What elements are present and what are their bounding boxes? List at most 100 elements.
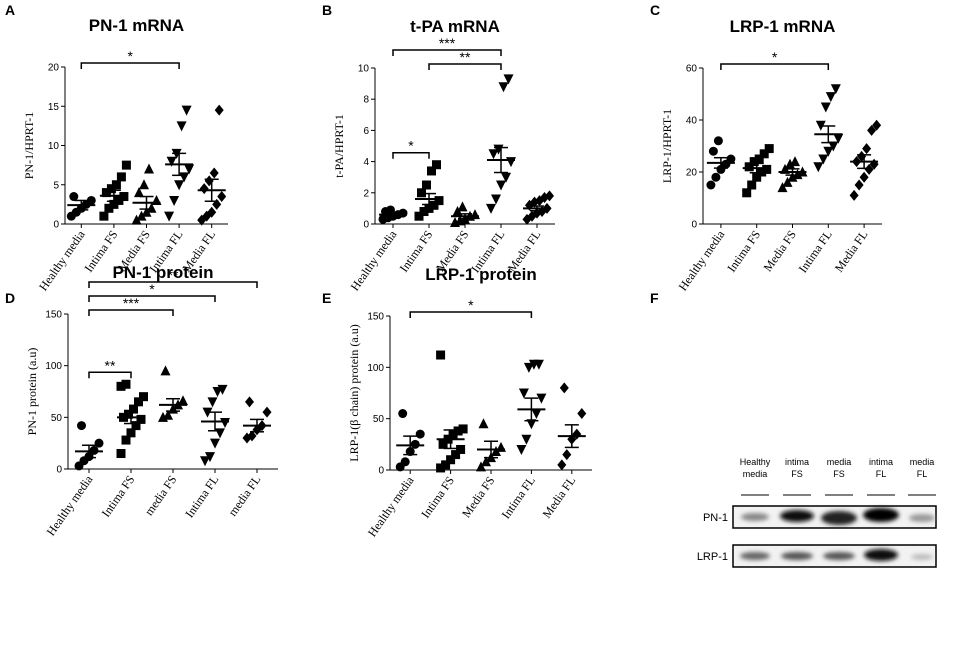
y-tick-label: 60 xyxy=(686,64,698,75)
blot-column-label: media xyxy=(910,457,935,467)
point xyxy=(114,195,124,205)
point xyxy=(178,395,188,406)
point xyxy=(210,438,220,449)
point xyxy=(146,202,157,213)
y-tick-label: 2 xyxy=(363,188,369,199)
significance-bracket xyxy=(392,49,502,56)
y-tick-label: 150 xyxy=(367,312,384,323)
point xyxy=(478,418,489,429)
significance-bracket xyxy=(392,151,430,159)
point xyxy=(160,365,171,376)
point xyxy=(754,154,764,164)
point xyxy=(429,200,439,210)
point xyxy=(536,393,547,404)
y-tick-label: 10 xyxy=(358,64,370,75)
point xyxy=(726,154,736,164)
significance-label: ** xyxy=(105,357,116,373)
point xyxy=(557,459,567,471)
point xyxy=(427,166,436,176)
panel-letter: B xyxy=(322,2,332,18)
y-tick-label: 0 xyxy=(363,220,369,231)
panel-letter: F xyxy=(650,290,659,306)
point xyxy=(111,180,121,190)
point xyxy=(163,409,173,420)
point xyxy=(126,428,136,438)
point xyxy=(446,455,456,465)
point xyxy=(131,421,141,431)
point xyxy=(415,429,425,439)
point xyxy=(419,207,429,217)
significance-label: * xyxy=(772,49,778,65)
y-tick-label: 10 xyxy=(48,141,60,152)
blot-column-label: intima xyxy=(785,457,809,467)
y-tick-label: 0 xyxy=(53,220,59,231)
chart-title: PN-1 protein xyxy=(112,263,213,282)
panel-letter: D xyxy=(5,290,15,306)
panel-letter: A xyxy=(5,2,15,18)
point xyxy=(217,191,227,203)
point xyxy=(124,409,133,419)
point xyxy=(116,172,126,182)
point xyxy=(104,203,114,213)
blot-column-label: intima xyxy=(869,457,893,467)
point xyxy=(144,163,154,174)
y-tick-label: 100 xyxy=(45,361,62,372)
point xyxy=(432,160,441,170)
significance-bracket xyxy=(88,371,132,379)
point xyxy=(141,206,152,217)
significance-bracket xyxy=(88,281,258,288)
point xyxy=(533,359,544,370)
significance-bracket xyxy=(409,311,533,318)
y-axis-label: LRP-1/HPRT-1 xyxy=(660,109,674,183)
point xyxy=(759,149,769,159)
point xyxy=(398,409,408,419)
point xyxy=(181,105,192,116)
blot-column-label: media xyxy=(743,469,768,479)
point xyxy=(486,203,496,214)
point xyxy=(174,180,185,191)
point xyxy=(577,408,587,420)
panel-letter: E xyxy=(322,290,331,306)
y-axis-label: PN-1/HPRT-1 xyxy=(22,112,36,180)
point xyxy=(854,179,864,191)
point xyxy=(166,156,177,167)
significance-bracket xyxy=(88,295,216,302)
y-tick-label: 0 xyxy=(691,220,697,231)
y-axis-label: t-PA/HPRT-1 xyxy=(332,114,346,178)
point xyxy=(69,192,79,202)
chart-title: LRP-1 protein xyxy=(425,265,536,284)
y-tick-label: 4 xyxy=(363,157,369,168)
point xyxy=(424,203,434,213)
point xyxy=(496,180,506,191)
point xyxy=(245,396,254,408)
point xyxy=(176,121,187,132)
point xyxy=(451,450,461,460)
point xyxy=(386,205,395,215)
point xyxy=(757,167,767,177)
point xyxy=(139,392,148,402)
point xyxy=(491,446,501,457)
significance-label: ** xyxy=(460,49,471,65)
blot-column-label: FS xyxy=(791,469,803,479)
point xyxy=(414,211,424,221)
point xyxy=(744,162,754,172)
point xyxy=(864,163,874,175)
point xyxy=(453,426,463,436)
chart-title: PN-1 mRNA xyxy=(89,16,184,35)
point xyxy=(764,144,774,154)
point xyxy=(434,196,444,206)
point xyxy=(531,409,542,420)
point xyxy=(813,162,824,173)
y-tick-label: 150 xyxy=(45,310,62,321)
blot-column-label: FS xyxy=(833,469,845,479)
point xyxy=(214,104,224,116)
blot-row-label: PN-1 xyxy=(703,512,728,524)
point xyxy=(867,124,877,136)
point xyxy=(830,84,841,95)
point xyxy=(77,421,86,431)
point xyxy=(121,160,131,170)
point xyxy=(713,136,723,146)
point xyxy=(184,164,195,175)
